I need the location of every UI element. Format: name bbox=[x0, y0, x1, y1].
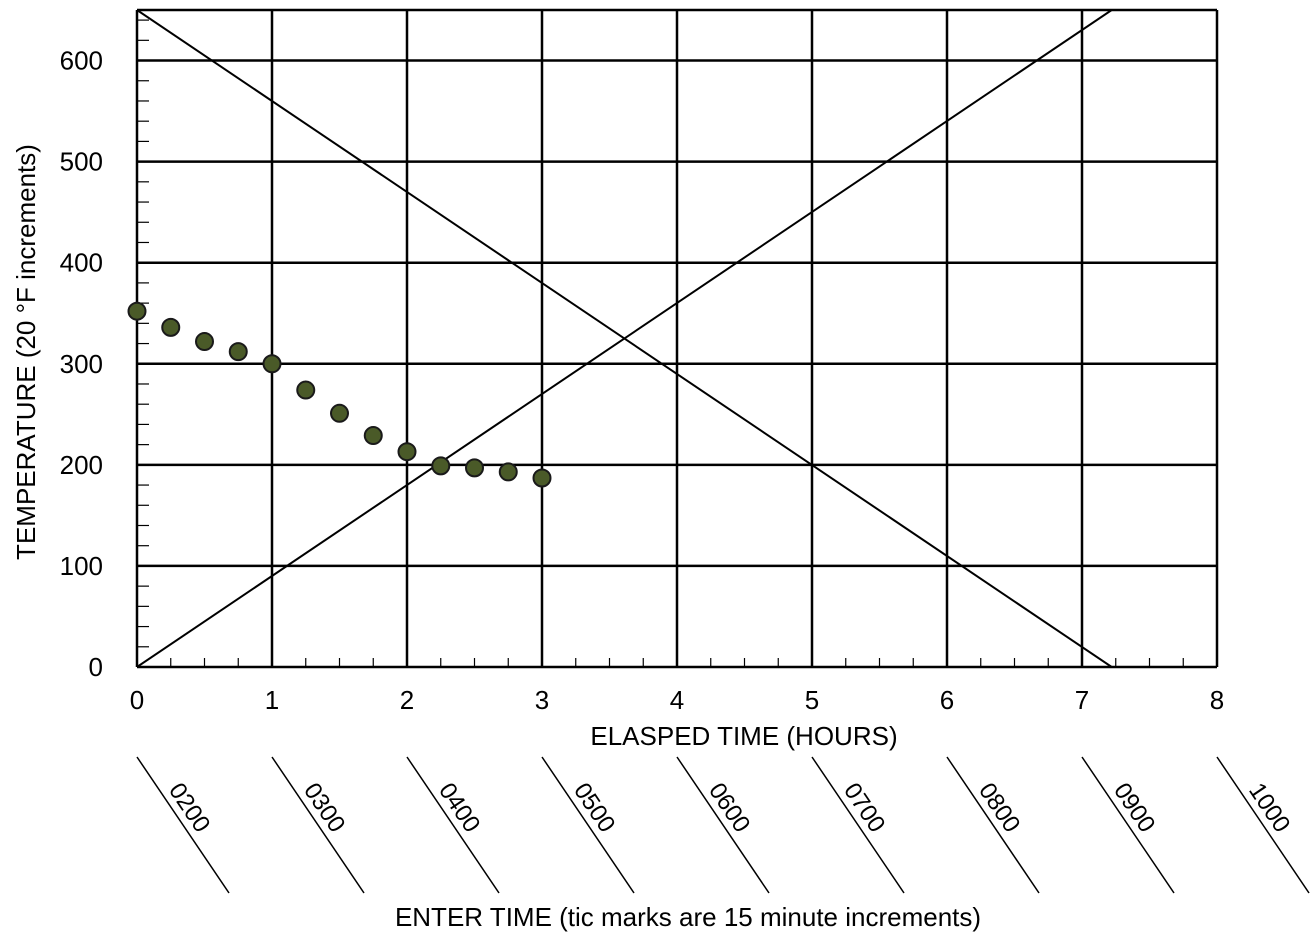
x-tick-label: 0 bbox=[130, 685, 144, 715]
y-tick-label: 100 bbox=[60, 551, 103, 581]
data-point bbox=[127, 301, 147, 321]
enter-time-slash bbox=[1081, 756, 1175, 894]
data-point bbox=[431, 456, 451, 476]
data-point bbox=[363, 426, 383, 446]
data-point bbox=[397, 442, 417, 462]
enter-time-slash bbox=[541, 756, 635, 894]
y-axis-title: TEMPERATURE (20 °F increments) bbox=[11, 144, 41, 560]
data-point bbox=[296, 380, 316, 400]
data-points bbox=[127, 301, 552, 488]
data-point bbox=[228, 342, 248, 362]
enter-time-slash bbox=[271, 756, 365, 894]
enter-time-slash bbox=[1216, 756, 1310, 894]
enter-time-slash bbox=[136, 756, 230, 894]
data-point bbox=[195, 332, 214, 352]
data-point bbox=[532, 468, 552, 488]
enter-time-slash bbox=[811, 756, 905, 894]
x-tick-label: 4 bbox=[670, 685, 684, 715]
enter-time-slash bbox=[676, 756, 770, 894]
enter-time-axis-title: ENTER TIME (tic marks are 15 minute incr… bbox=[395, 902, 981, 932]
x-tick-labels: 0 1 2 3 4 5 6 7 8 bbox=[130, 685, 1224, 715]
x-tick-label: 6 bbox=[940, 685, 954, 715]
x-tick-label: 2 bbox=[400, 685, 414, 715]
data-point bbox=[330, 403, 349, 423]
y-tick-label: 200 bbox=[60, 450, 103, 480]
y-tick-label: 600 bbox=[60, 46, 103, 76]
y-tick-labels: 0 100 200 300 400 500 600 bbox=[60, 46, 103, 682]
enter-time-axis: 0200 0300 0400 0500 0600 0700 0800 0900 1000 bbox=[136, 756, 1310, 894]
grid bbox=[135, 8, 1219, 669]
data-point bbox=[161, 317, 181, 337]
y-tick-label: 500 bbox=[60, 147, 103, 177]
x-tick-label: 5 bbox=[805, 685, 819, 715]
x-tick-label: 1 bbox=[265, 685, 279, 715]
x-tick-label: 8 bbox=[1210, 685, 1224, 715]
x-tick-label: 7 bbox=[1075, 685, 1089, 715]
minor-ticks bbox=[136, 19, 1218, 668]
y-tick-label: 300 bbox=[60, 349, 103, 379]
data-point bbox=[498, 462, 518, 482]
y-tick-label: 400 bbox=[60, 248, 103, 278]
enter-time-slash bbox=[946, 756, 1040, 894]
reference-line bbox=[137, 10, 1113, 667]
data-point bbox=[465, 458, 484, 478]
x-axis-title: ELASPED TIME (HOURS) bbox=[590, 721, 897, 751]
reference-lines bbox=[137, 10, 1113, 667]
x-tick-label: 3 bbox=[535, 685, 549, 715]
data-point bbox=[262, 354, 282, 374]
y-tick-label: 0 bbox=[89, 652, 103, 682]
enter-time-slash bbox=[406, 756, 500, 894]
